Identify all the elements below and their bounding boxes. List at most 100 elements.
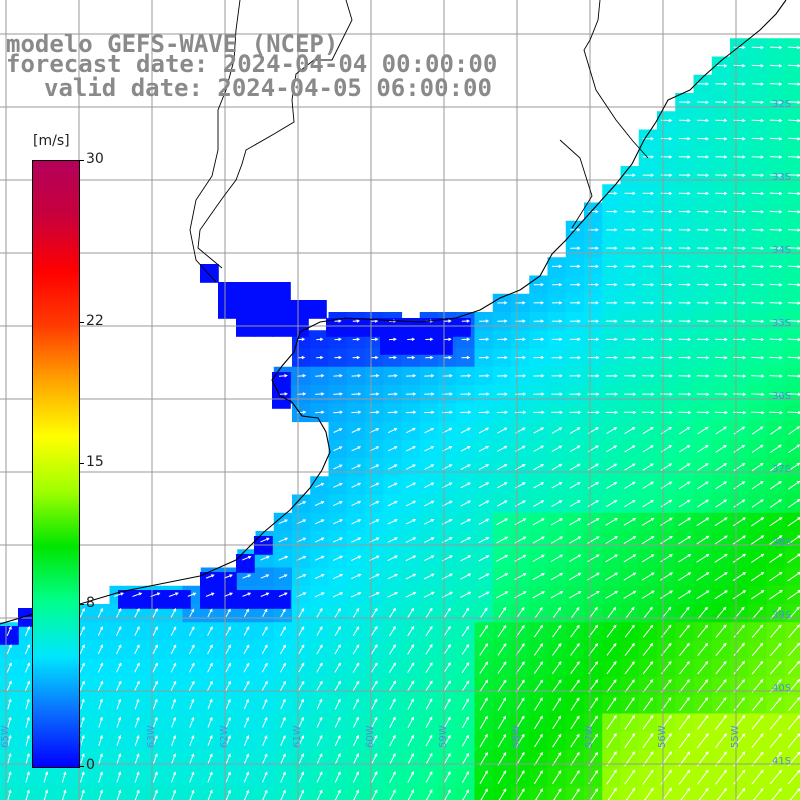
wind-vector-head	[227, 698, 231, 703]
longitude-label: 55W	[730, 725, 741, 748]
wind-vector-head	[227, 789, 231, 794]
wind-vector	[443, 735, 451, 747]
wind-vector-head	[686, 426, 691, 430]
wind-vector-head	[81, 680, 85, 685]
wind-vector-head	[779, 535, 783, 539]
wind-vector	[168, 592, 178, 597]
wind-vector	[788, 137, 800, 140]
wind-vector	[788, 679, 800, 693]
wind-vector-head	[705, 356, 710, 360]
wind-vector-head	[300, 753, 305, 757]
wind-vector-head	[356, 662, 360, 666]
wind-vector	[624, 697, 635, 711]
wind-vector-head	[742, 246, 746, 250]
wind-vector-head	[191, 735, 195, 739]
wind-vector-head	[687, 572, 692, 576]
field-cell	[438, 786, 457, 800]
wind-vector-head	[540, 445, 545, 449]
field-cell	[346, 786, 366, 800]
wind-vector-head	[429, 662, 433, 666]
wind-vector-head	[282, 626, 286, 630]
wind-vector-head	[668, 426, 673, 430]
wind-vector	[460, 573, 471, 580]
wind-vector-head	[337, 771, 341, 775]
wind-vector-head	[595, 209, 599, 214]
wind-vector-head	[355, 734, 359, 739]
wind-vector	[642, 679, 653, 693]
wind-vector-head	[136, 607, 140, 612]
longitude-label: 62W	[219, 725, 230, 748]
wind-vector	[751, 463, 764, 472]
wind-vector	[225, 645, 231, 655]
wind-vector-head	[172, 735, 177, 739]
wind-vector-head	[613, 282, 618, 287]
wind-vector	[732, 553, 746, 563]
wind-vector	[532, 554, 545, 562]
wind-vector-head	[337, 644, 341, 648]
wind-vector	[769, 210, 782, 213]
wind-vector	[715, 426, 727, 435]
wind-vector-head	[576, 788, 580, 792]
wind-vector	[478, 518, 489, 525]
wind-vector-head	[26, 698, 30, 703]
wind-vector-head	[760, 264, 765, 269]
wind-vector	[659, 590, 673, 600]
wind-vector-head	[779, 356, 783, 360]
wind-vector-head	[448, 446, 453, 450]
wind-vector-head	[154, 644, 158, 648]
wind-vector-head	[393, 428, 398, 431]
wind-vector-head	[577, 319, 581, 323]
wind-vector-head	[8, 752, 12, 757]
wind-vector	[280, 735, 286, 746]
wind-vector-head	[540, 482, 545, 486]
wind-vector	[207, 717, 213, 728]
wind-vector-head	[394, 464, 398, 468]
wind-vector-head	[301, 355, 306, 360]
field-cell	[511, 786, 530, 800]
wind-vector-head	[154, 698, 158, 703]
wind-vector	[696, 590, 709, 600]
wind-vector	[496, 518, 508, 526]
wind-vector-head	[449, 537, 453, 541]
wind-vector	[407, 681, 415, 692]
wind-vector-head	[356, 607, 360, 612]
wind-vector	[334, 663, 341, 673]
wind-vector	[714, 553, 728, 563]
wind-vector-head	[503, 661, 507, 665]
wind-vector-head	[705, 426, 709, 430]
wind-vector-head	[264, 771, 268, 776]
wind-vector-head	[465, 698, 469, 702]
wind-vector-head	[541, 536, 545, 540]
wind-vector-head	[741, 606, 745, 610]
wind-vector	[425, 662, 433, 673]
wind-vector-head	[706, 572, 710, 576]
wind-vector	[605, 518, 618, 526]
wind-vector-head	[668, 697, 672, 701]
wind-vector-head	[779, 374, 783, 378]
field-cell	[308, 300, 327, 319]
wind-vector-head	[669, 554, 673, 558]
wind-vector-head	[523, 554, 527, 558]
wind-vector	[98, 735, 103, 746]
wind-vector-head	[522, 482, 526, 486]
wind-vector-head	[466, 770, 470, 775]
wind-vector	[406, 446, 416, 452]
wind-vector-head	[705, 319, 710, 323]
latitude-label: 37S	[772, 464, 791, 475]
wind-vector-head	[614, 410, 619, 415]
wind-vector	[769, 481, 782, 490]
wind-vector-head	[339, 537, 343, 541]
wind-vector	[642, 481, 654, 489]
wind-vector	[751, 283, 764, 286]
wind-vector	[679, 426, 690, 435]
wind-vector	[7, 772, 11, 783]
wind-vector	[262, 735, 268, 746]
wind-vector-head	[650, 173, 655, 177]
wind-vector	[479, 752, 488, 766]
wind-vector-head	[760, 769, 764, 774]
wind-vector	[62, 790, 66, 800]
wind-vector-head	[778, 426, 782, 430]
wind-vector	[98, 699, 103, 710]
wind-vector-head	[577, 301, 581, 305]
wind-vector-head	[742, 392, 747, 396]
